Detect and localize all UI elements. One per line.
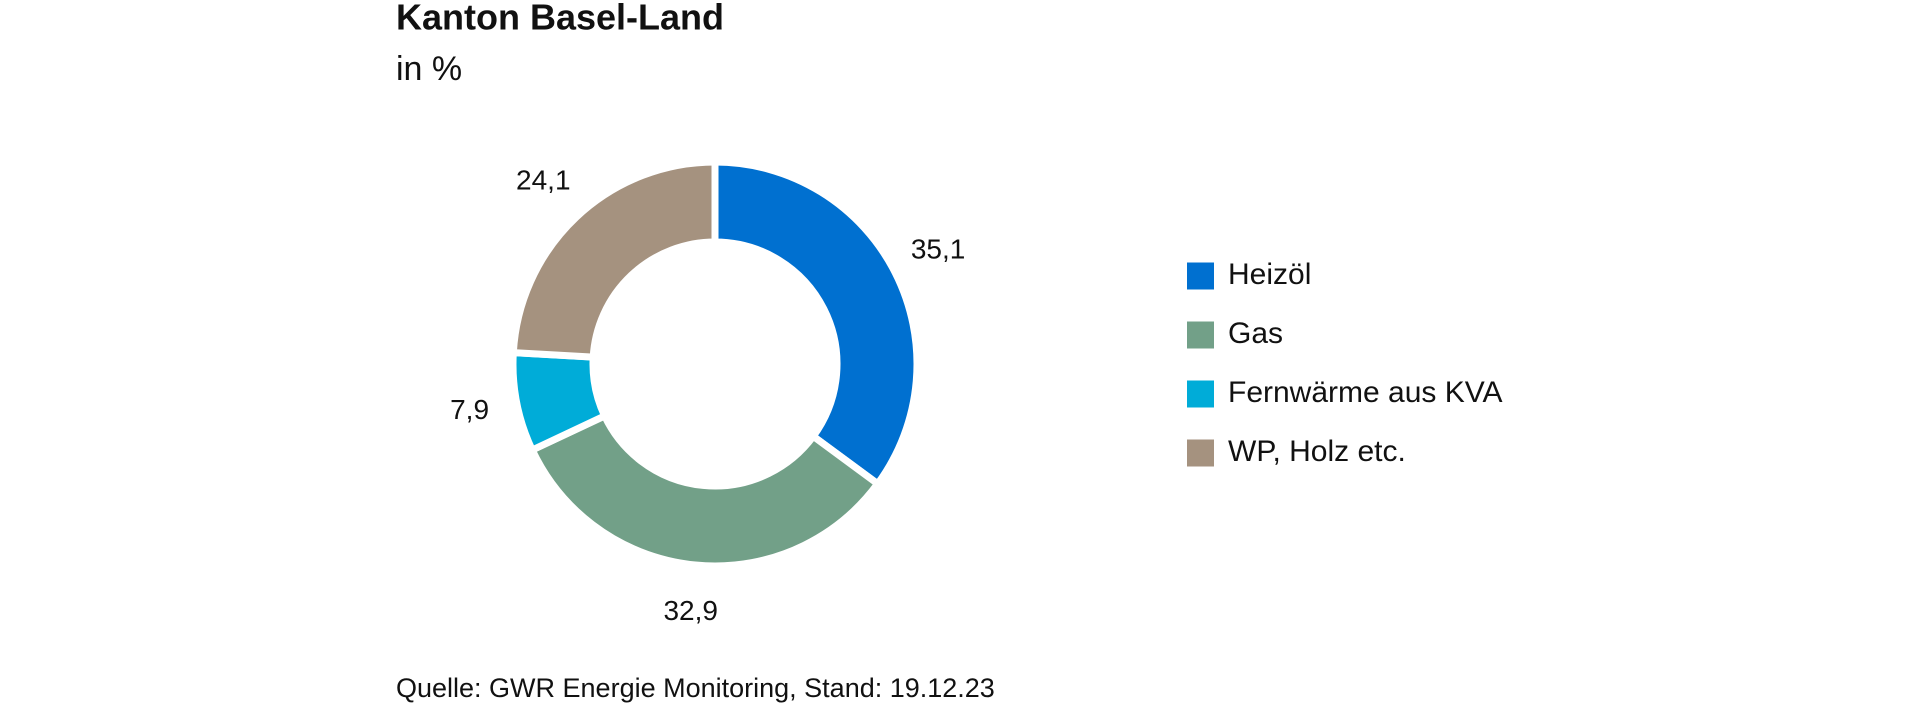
data-label: 32,9 (663, 595, 718, 626)
data-label: 24,1 (516, 165, 571, 196)
data-label: 7,9 (450, 394, 489, 425)
legend-label: WP, Holz etc. (1228, 435, 1406, 468)
chart-title: Kanton Basel-Land (396, 0, 724, 38)
legend-label: Heizöl (1228, 258, 1311, 291)
donut-slice (527, 411, 883, 570)
legend-label: Gas (1228, 317, 1283, 350)
source-note: Quelle: GWR Energie Monitoring, Stand: 1… (396, 673, 995, 703)
donut-slice (711, 158, 921, 489)
legend-swatch (1187, 321, 1214, 349)
donut-slice (509, 158, 719, 361)
legend-swatch (1187, 439, 1214, 467)
data-label: 35,1 (911, 234, 966, 265)
legend-swatch (1187, 380, 1214, 408)
legend-swatch (1187, 262, 1214, 290)
legend-label: Fernwärme aus KVA (1228, 376, 1503, 409)
chart-subtitle: in % (396, 50, 462, 88)
